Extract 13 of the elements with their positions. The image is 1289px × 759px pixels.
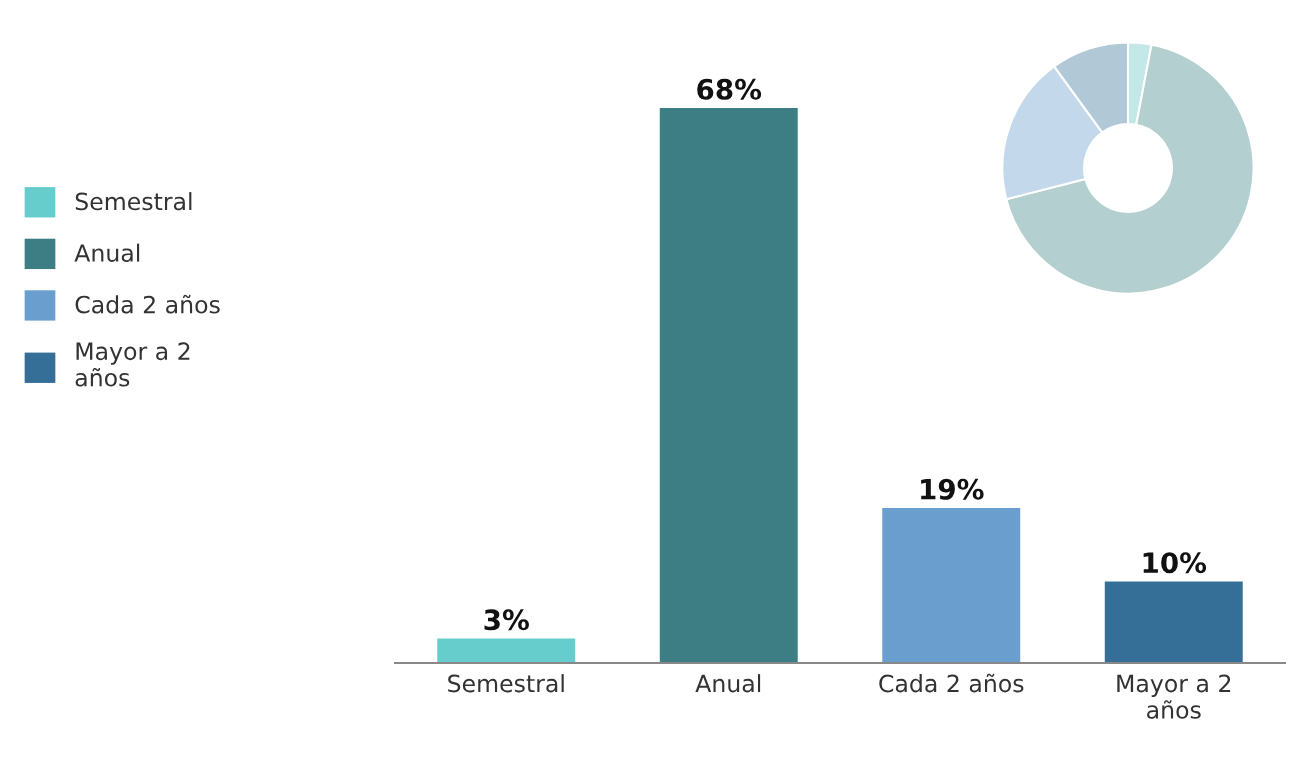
data-label: 68% <box>697 78 762 100</box>
x-tick-label: Anual <box>695 674 761 693</box>
legend-label: Anual <box>74 243 140 262</box>
legend-label: Mayor a 2 años <box>75 342 190 387</box>
data-label: 19% <box>921 478 984 500</box>
data-label: 3% <box>484 609 529 631</box>
x-tick-label: Semestral <box>448 674 564 693</box>
data-label: 10% <box>1143 552 1207 574</box>
x-tick-label: Cada 2 años <box>879 673 1024 693</box>
donut-slice <box>1005 43 1255 295</box>
legend-label: Cada 2 años <box>75 294 220 314</box>
x-tick-label: Mayor a 2 años <box>1117 674 1231 719</box>
legend-label: Semestral <box>75 192 192 211</box>
